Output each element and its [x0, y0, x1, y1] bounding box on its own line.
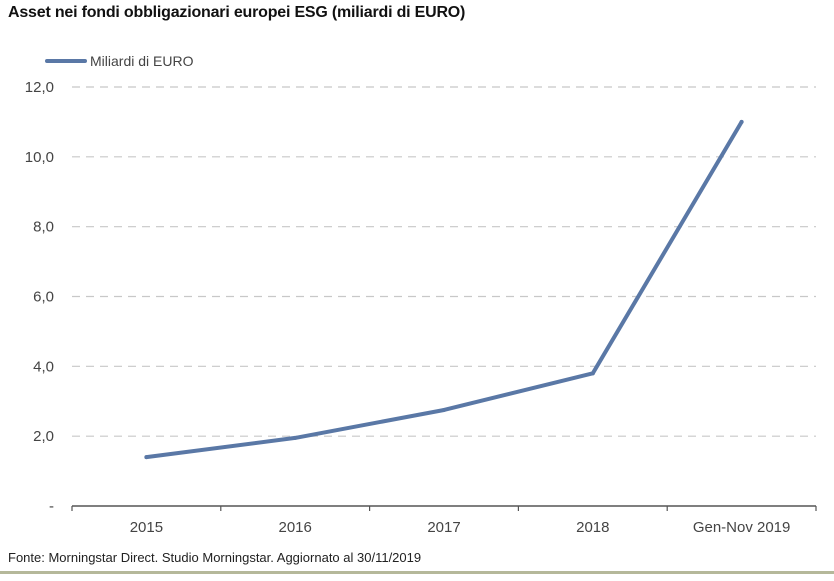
x-axis: 2015 2016 2017 2018 Gen-Nov 2019 — [71, 505, 817, 536]
y-tick-label: 8,0 — [33, 219, 54, 236]
x-tick-label: Gen-Nov 2019 — [693, 519, 791, 536]
y-tick-label: 10,0 — [25, 149, 54, 166]
x-tick-label: 2015 — [130, 519, 163, 536]
gridlines — [72, 86, 816, 437]
y-axis: - 2,0 4,0 6,0 8,0 10,0 12,0 — [25, 79, 54, 515]
y-tick-label: 6,0 — [33, 289, 54, 306]
x-tick-label: 2017 — [427, 519, 460, 536]
footer-rule — [0, 571, 834, 574]
series-line — [144, 119, 744, 460]
legend-label: Miliardi di EURO — [90, 53, 194, 69]
series — [144, 119, 744, 460]
data-point — [590, 371, 595, 376]
data-point — [442, 407, 446, 412]
x-tick-label: 2016 — [279, 519, 312, 536]
y-tick-label: 12,0 — [25, 79, 54, 96]
y-tick-label: - — [49, 498, 54, 515]
data-point — [293, 435, 298, 440]
data-point — [739, 119, 744, 124]
x-tick-label: 2018 — [576, 519, 609, 536]
legend: Miliardi di EURO — [45, 53, 194, 69]
source-note: Fonte: Morningstar Direct. Studio Mornin… — [8, 550, 422, 565]
chart-title: Asset nei fondi obbligazionari europei E… — [8, 4, 466, 21]
y-tick-label: 2,0 — [33, 428, 54, 445]
data-point — [144, 455, 149, 460]
y-tick-label: 4,0 — [33, 358, 54, 375]
